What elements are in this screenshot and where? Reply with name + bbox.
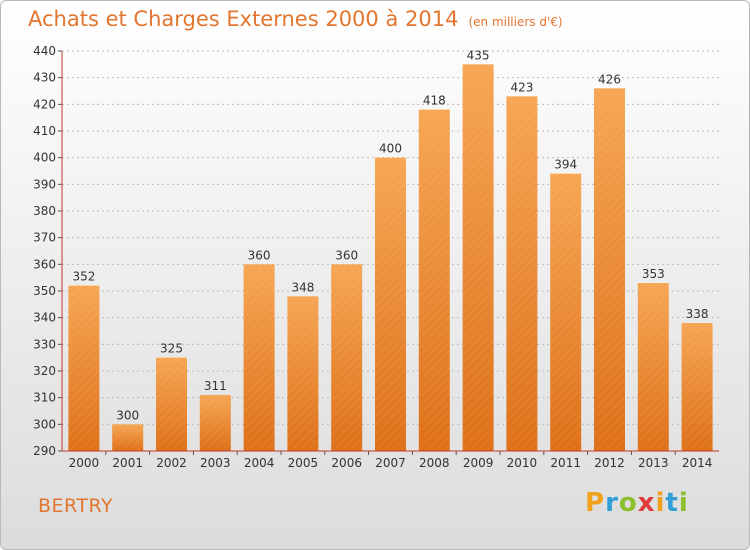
- x-tick-label: 2001: [112, 456, 143, 470]
- bar-texture: [112, 424, 144, 451]
- y-tick-label: 350: [33, 284, 56, 298]
- bar-texture: [375, 157, 406, 451]
- x-tick-label: 2005: [288, 456, 319, 470]
- bar-texture: [68, 285, 100, 451]
- bar-value-label: 435: [467, 48, 490, 62]
- bar-texture: [199, 395, 231, 451]
- bar-value-label: 423: [510, 80, 533, 94]
- x-tick-label: 2013: [638, 456, 669, 470]
- chart-subtitle: (en milliers d'€): [468, 15, 563, 29]
- x-tick-label: 2012: [594, 456, 625, 470]
- bar-value-label: 352: [72, 270, 95, 284]
- bar-value-label: 338: [686, 307, 709, 321]
- x-tick-label: 2004: [244, 456, 275, 470]
- x-tick-label: 2009: [463, 456, 494, 470]
- bar-value-label: 394: [554, 158, 577, 172]
- y-tick-label: 330: [33, 337, 56, 351]
- bar-texture: [331, 264, 363, 451]
- y-tick-label: 290: [33, 444, 56, 458]
- y-tick-label: 360: [33, 257, 56, 271]
- bar-texture: [418, 109, 450, 452]
- x-tick-label: 2011: [550, 456, 581, 470]
- bar-texture: [506, 96, 538, 451]
- x-tick-label: 2008: [419, 456, 450, 470]
- bar-value-label: 300: [116, 408, 139, 422]
- x-tick-label: 2003: [200, 456, 231, 470]
- y-tick-label: 300: [33, 417, 56, 431]
- bar-value-label: 353: [642, 267, 665, 281]
- bar-value-label: 311: [204, 379, 227, 393]
- x-tick-label: 2006: [331, 456, 362, 470]
- x-tick-label: 2014: [682, 456, 713, 470]
- chart-title: Achats et Charges Externes 2000 à 2014 (e…: [28, 7, 563, 31]
- bar-texture: [637, 283, 669, 451]
- x-tick-label: 2000: [69, 456, 100, 470]
- bar-texture: [243, 264, 275, 451]
- bar-value-label: 360: [248, 248, 271, 262]
- y-tick-label: 420: [33, 97, 56, 111]
- y-tick-label: 340: [33, 311, 56, 325]
- y-tick-label: 320: [33, 364, 56, 378]
- bar-value-label: 418: [423, 94, 446, 108]
- y-tick-label: 370: [33, 231, 56, 245]
- y-tick-label: 310: [33, 391, 56, 405]
- y-tick-label: 390: [33, 177, 56, 191]
- bar-value-label: 348: [291, 280, 314, 294]
- x-tick-label: 2002: [156, 456, 187, 470]
- bar-value-label: 360: [335, 248, 358, 262]
- bar-texture: [462, 64, 494, 452]
- y-tick-label: 430: [33, 71, 56, 85]
- y-tick-label: 380: [33, 204, 56, 218]
- bar-texture: [594, 88, 625, 451]
- y-tick-label: 400: [33, 151, 56, 165]
- bar-value-label: 400: [379, 142, 402, 156]
- proxiti-logo: Proxiti: [585, 488, 689, 518]
- y-tick-label: 410: [33, 124, 56, 138]
- x-tick-label: 2007: [375, 456, 406, 470]
- city-name: BERTRY: [38, 495, 114, 517]
- bar-texture: [287, 296, 319, 451]
- x-tick-label: 2010: [507, 456, 538, 470]
- bar-texture: [681, 323, 713, 451]
- bar-texture: [156, 357, 187, 451]
- bar-value-label: 325: [160, 342, 183, 356]
- bar-texture: [550, 173, 582, 451]
- bar-value-label: 426: [598, 72, 621, 86]
- y-tick-label: 440: [33, 44, 56, 58]
